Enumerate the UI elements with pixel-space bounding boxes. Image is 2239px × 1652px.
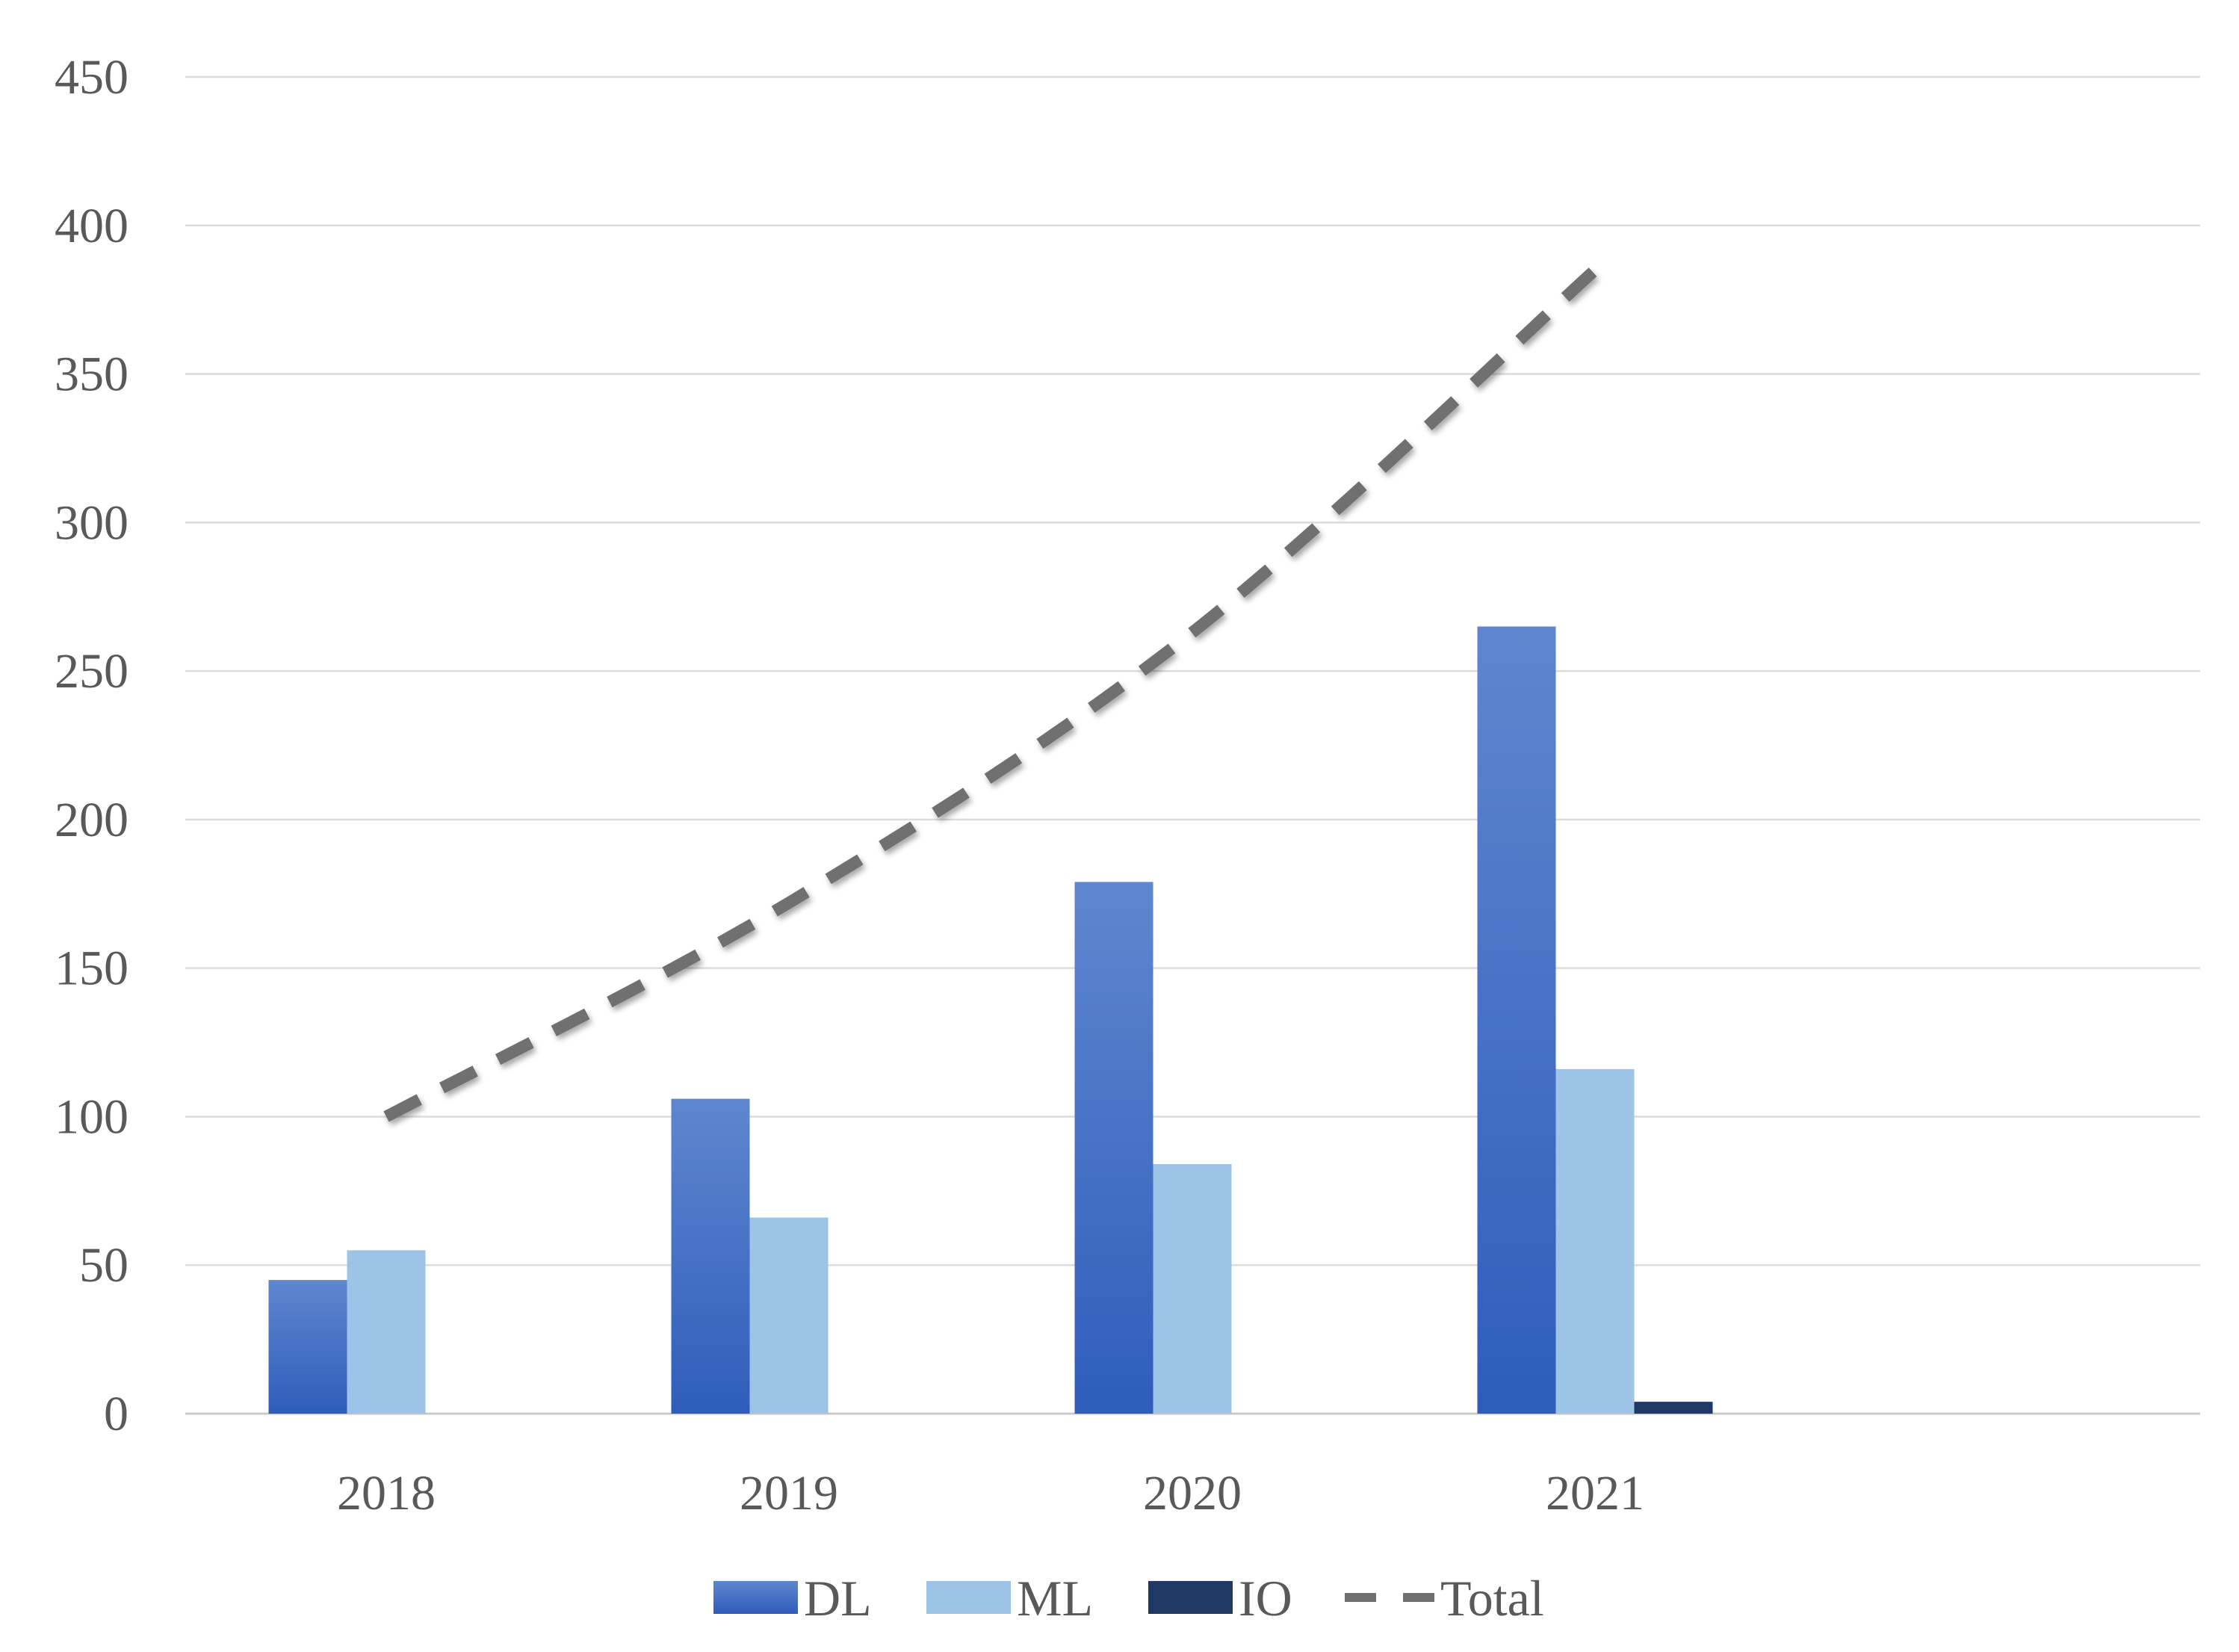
y-tick-label: 150	[55, 941, 128, 996]
legend-label-total: Total	[1440, 1570, 1544, 1627]
bar-dl-2021	[1477, 626, 1556, 1414]
legend-label-dl: DL	[804, 1570, 872, 1627]
y-tick-label: 250	[55, 644, 128, 699]
y-tick-label: 50	[79, 1238, 128, 1293]
y-tick-label: 200	[55, 793, 128, 847]
x-tick-label: 2021	[1546, 1466, 1644, 1520]
bar-dl-2020	[1074, 882, 1153, 1414]
y-tick-label: 450	[55, 50, 128, 105]
y-tick-label: 300	[55, 495, 128, 550]
total-line-group	[383, 265, 1599, 1122]
legend-label-io: IO	[1239, 1570, 1292, 1627]
legend-label-ml: ML	[1017, 1570, 1093, 1627]
x-tick-label: 2018	[337, 1466, 436, 1520]
bar-ml-2018	[347, 1250, 426, 1414]
legend-swatch-io	[1148, 1581, 1233, 1614]
y-axis: 0 50 100 150 200 250 300 350 400 450	[55, 50, 128, 1441]
y-tick-label: 400	[55, 199, 128, 253]
y-tick-label: 100	[55, 1089, 128, 1144]
bar-ml-2019	[749, 1217, 829, 1414]
bar-dl-2019	[671, 1098, 750, 1414]
y-tick-label: 0	[104, 1387, 128, 1441]
legend: DL ML IO Total	[713, 1570, 1544, 1627]
legend-swatch-ml	[926, 1581, 1011, 1614]
bar-dl-2018	[268, 1280, 347, 1414]
x-tick-label: 2019	[740, 1466, 838, 1520]
legend-swatch-dl	[713, 1581, 798, 1614]
y-tick-label: 350	[55, 347, 128, 402]
gridlines	[185, 75, 2200, 1415]
bars	[268, 626, 1713, 1414]
x-axis: 2018 2019 2020 2021	[337, 1466, 1644, 1520]
bar-ml-2020	[1153, 1164, 1232, 1414]
total-line	[383, 265, 1599, 1122]
x-tick-label: 2020	[1143, 1466, 1242, 1520]
bar-io-2021	[1634, 1402, 1713, 1414]
bar-ml-2021	[1555, 1068, 1635, 1414]
